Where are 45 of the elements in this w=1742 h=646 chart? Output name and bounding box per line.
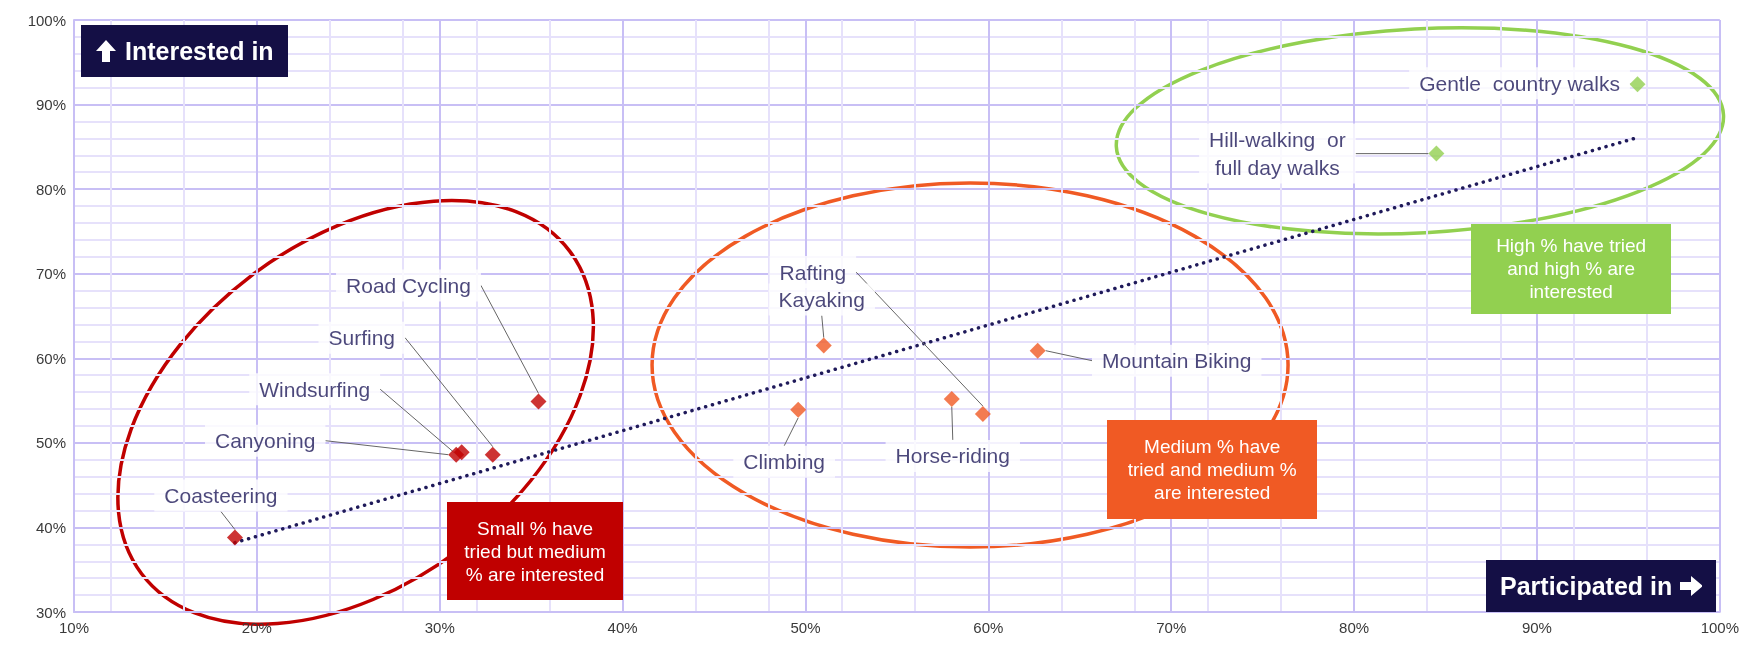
text: Climbing xyxy=(743,450,826,474)
point xyxy=(1629,76,1646,93)
point xyxy=(484,446,501,463)
point xyxy=(1029,342,1046,359)
text: Mountain Biking xyxy=(1102,349,1252,373)
x-tick-label: 10% xyxy=(58,619,90,636)
y-axis-title: Interested in xyxy=(125,36,274,66)
annotation: High % have tried and high % are interested xyxy=(1471,223,1672,314)
point xyxy=(815,337,832,354)
series-label: Coasteering xyxy=(164,484,278,508)
text: Rafting xyxy=(779,260,847,284)
x-tick-label: 80% xyxy=(1339,619,1370,636)
point xyxy=(974,406,991,423)
series-label: Kayaking xyxy=(778,288,865,312)
point xyxy=(530,393,547,410)
y-tick-label: 60% xyxy=(35,349,66,367)
y-tick-label: 50% xyxy=(35,434,66,452)
x-tick-label: 100% xyxy=(1700,619,1740,636)
annotation: Small % have tried but medium % are interested xyxy=(447,502,624,601)
text: Canyoning xyxy=(214,429,316,453)
x-tick-label: 90% xyxy=(1521,619,1552,636)
annotation: Medium % have tried and medium % are interested xyxy=(1107,420,1318,520)
y-tick-label: 30% xyxy=(35,603,66,621)
text: Horse-riding xyxy=(895,444,1010,468)
y-tick-label: 80% xyxy=(35,180,66,198)
text: Windsurfing xyxy=(259,377,371,401)
point xyxy=(1428,145,1445,162)
y-tick-label: 100% xyxy=(27,11,66,29)
point xyxy=(453,444,470,461)
x-axis-title: Participated in xyxy=(1500,571,1673,601)
x-tick-label: 70% xyxy=(1156,619,1187,636)
point xyxy=(943,390,960,407)
text: Road Cycling xyxy=(346,273,471,297)
x-tick-label: 50% xyxy=(790,619,821,636)
y-tick-label: 90% xyxy=(35,96,66,114)
text: Hill-walking or full day walks xyxy=(1209,128,1346,180)
point xyxy=(790,401,807,418)
y-tick-label: 70% xyxy=(35,265,66,283)
x-tick-label: 40% xyxy=(607,619,638,636)
series-label: Gentle country walks xyxy=(1419,71,1620,95)
text: Surfing xyxy=(328,326,396,350)
x-tick-label: 60% xyxy=(973,619,1004,636)
x-tick-label: 30% xyxy=(424,619,455,636)
point xyxy=(226,529,243,546)
y-tick-label: 40% xyxy=(35,518,66,536)
